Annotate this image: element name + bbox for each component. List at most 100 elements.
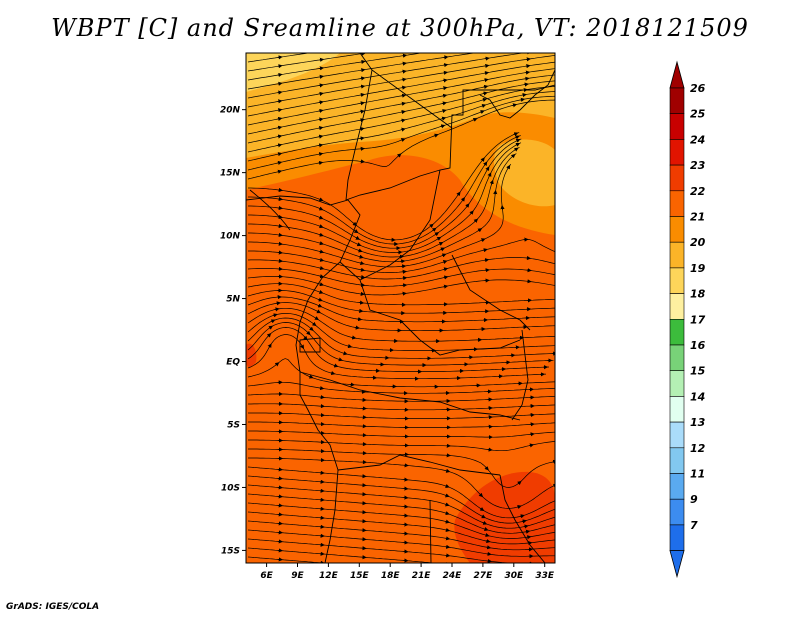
colorbar-swatch	[669, 447, 685, 474]
latitude-label: 20N	[220, 106, 241, 116]
latitude-label: 15N	[220, 169, 241, 179]
colorbar-label: 14	[690, 390, 705, 403]
colorbar-label: 25	[690, 108, 706, 121]
streamline-arrow	[431, 227, 437, 232]
streamline-arrow	[355, 235, 361, 240]
streamline-arrow	[359, 109, 365, 114]
country-border	[451, 254, 531, 331]
streamline-arrow	[318, 126, 324, 131]
colorbar-label: 26	[690, 82, 706, 95]
streamline-arrow	[316, 309, 322, 314]
streamline-arrow	[354, 325, 360, 330]
country-border	[337, 454, 501, 476]
streamline	[248, 163, 512, 268]
colorbar-swatch	[669, 164, 685, 192]
streamline-arrow	[520, 97, 526, 102]
streamline	[247, 322, 554, 366]
streamline-arrow	[401, 85, 407, 90]
streamline-arrow	[516, 504, 522, 510]
longitude-axis: 6E 9E 12E 15E 18E 21E 24E 27E 30E 33E	[260, 563, 555, 581]
colorbar-swatch	[669, 396, 685, 423]
colorbar-label: 18	[690, 288, 706, 301]
longitude-label: 24E	[443, 571, 463, 581]
country-border	[345, 84, 555, 201]
streamline-arrow	[481, 514, 486, 519]
country-border	[429, 499, 432, 563]
streamline-arrow	[300, 344, 305, 350]
streamline-arrow	[337, 357, 343, 362]
streamline-arrow	[267, 343, 272, 348]
streamline-arrow	[445, 527, 451, 533]
streamline-arrow	[443, 267, 449, 272]
streamline-arrow	[358, 254, 364, 259]
streamline-arrow	[552, 483, 555, 488]
streamline-arrow	[512, 103, 518, 108]
streamline-arrow	[523, 524, 529, 529]
streamline-arrow	[359, 261, 365, 266]
streamline-arrow	[478, 492, 484, 498]
streamline-arrow	[270, 319, 276, 324]
streamline-arrow	[277, 108, 283, 113]
streamline-arrow	[484, 532, 490, 538]
streamline	[248, 457, 555, 509]
streamline	[248, 135, 521, 245]
country-border	[339, 169, 441, 281]
streamline-arrow	[444, 502, 450, 507]
streamline	[247, 334, 547, 380]
colorbar-label: 12	[690, 442, 706, 455]
longitude-label: 15E	[350, 571, 370, 581]
streamline-arrow	[440, 247, 446, 252]
streamline-arrow	[486, 545, 492, 550]
streamline-arrow	[318, 91, 324, 96]
colorbar-swatch	[669, 267, 685, 294]
streamline-arrow	[438, 242, 444, 246]
streamline-arrow	[318, 215, 324, 220]
streamline-arrow	[401, 93, 407, 98]
streamline-arrow	[318, 232, 324, 237]
country-border	[249, 189, 291, 231]
streamline-arrow	[277, 160, 283, 165]
colorbar-legend: 26 25 24 23 22 21 20 19 18 17 16 15 14 13 12 11 9 7	[669, 60, 706, 579]
streamline-arrow	[442, 260, 448, 265]
streamline-arrow	[400, 109, 406, 115]
streamline-arrow	[277, 134, 283, 139]
streamline-arrow	[318, 197, 324, 202]
streamline-arrow	[515, 142, 521, 147]
streamline-arrow	[318, 108, 324, 114]
streamline	[248, 142, 522, 253]
streamline-arrow	[443, 275, 449, 280]
streamline	[247, 358, 555, 388]
colorbar-label: 16	[690, 339, 706, 352]
streamline-arrow	[303, 335, 308, 341]
streamline-arrow	[529, 443, 535, 448]
temperature-band-20-east	[494, 139, 555, 207]
streamline-arrow	[441, 116, 447, 121]
streamline-arrow	[333, 363, 339, 368]
colorbar-swatch	[669, 113, 685, 140]
streamline-arrow	[277, 99, 283, 104]
streamline-arrow	[444, 511, 450, 516]
streamline-arrow	[444, 493, 450, 498]
streamline-arrow	[515, 138, 521, 143]
grads-credit: GrADS: IGES/COLA	[6, 602, 100, 612]
colorbar-swatch	[669, 139, 685, 166]
temperature-band-20	[246, 53, 555, 158]
streamline-arrow	[308, 374, 314, 379]
streamline-arrow	[482, 91, 488, 96]
streamline-arrow	[319, 257, 325, 262]
streamline-arrow	[401, 101, 407, 106]
map-title: WBPT [C] and Sreamline at 300hPa, VT: 20…	[51, 14, 749, 42]
streamline-arrow	[480, 157, 485, 162]
streamline-arrow	[456, 191, 461, 197]
streamline-arrow	[311, 321, 317, 327]
streamline-arrow	[479, 110, 485, 115]
streamline-arrow	[444, 484, 450, 488]
streamline-arrow	[400, 127, 406, 132]
colorbar-swatch	[669, 190, 685, 217]
streamline-arrow	[318, 152, 324, 157]
longitude-label: 6E	[260, 571, 273, 581]
country-border	[371, 69, 453, 129]
streamline-arrow	[482, 97, 488, 102]
streamline-arrow	[277, 152, 283, 157]
